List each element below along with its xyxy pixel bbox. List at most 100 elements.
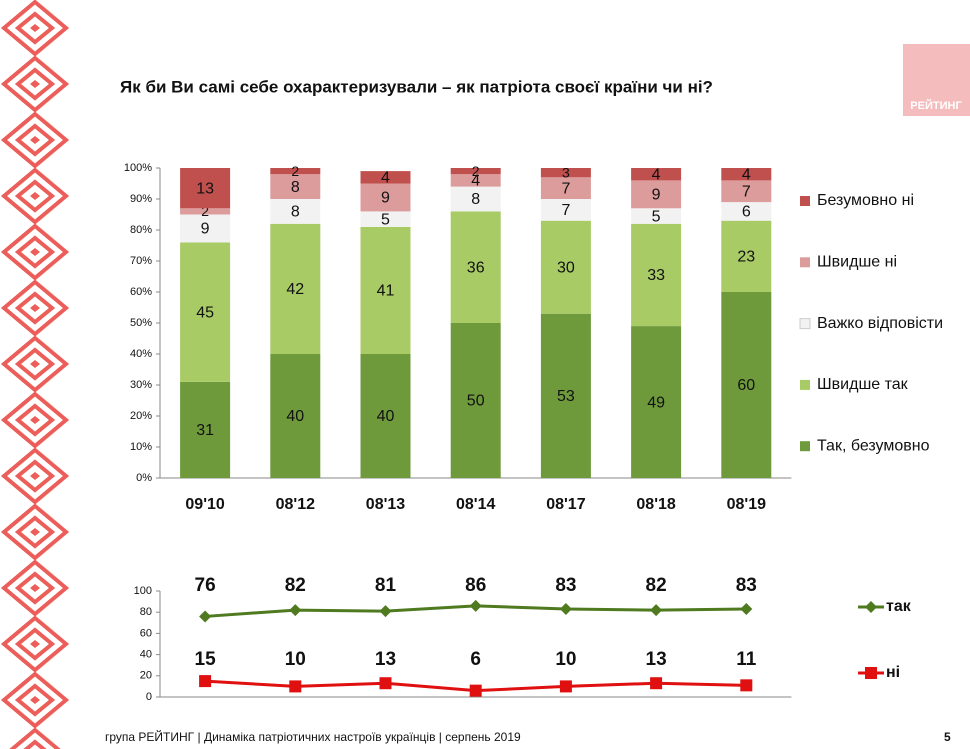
data-label: 2: [291, 163, 299, 179]
y-tick-label: 10%: [130, 441, 152, 453]
marker: [650, 677, 662, 689]
legend-swatch: [800, 257, 810, 267]
marker: [199, 610, 211, 622]
marker: [289, 680, 301, 692]
data-label: 13: [646, 649, 667, 670]
data-label: 4: [652, 166, 661, 183]
marker: [380, 605, 392, 617]
x-tick-label: 08'17: [546, 496, 586, 513]
data-label: 13: [375, 649, 396, 670]
marker: [470, 600, 482, 612]
x-tick-label: 08'13: [366, 496, 406, 513]
y-tick-label: 100: [134, 585, 152, 597]
data-label: 41: [377, 283, 395, 300]
y-tick-label: 60: [140, 627, 152, 639]
legend-label: Так, безумовно: [817, 437, 930, 454]
marker: [740, 603, 752, 615]
y-tick-label: 20%: [130, 410, 152, 422]
y-tick-label: 30%: [130, 379, 152, 391]
y-tick-label: 40: [140, 649, 152, 661]
data-label: 40: [286, 408, 304, 425]
footer: група РЕЙТИНГ | Динаміка патріотичних на…: [105, 729, 521, 744]
legend-label: Швидше ні: [817, 254, 897, 271]
data-label: 8: [291, 179, 300, 196]
data-label: 9: [381, 190, 390, 207]
marker: [560, 680, 572, 692]
y-tick-label: 80%: [130, 224, 152, 236]
data-label: 60: [737, 377, 755, 394]
marker: [650, 604, 662, 616]
legend-swatch: [800, 380, 810, 390]
data-label: 5: [381, 211, 390, 228]
data-label: 2: [472, 163, 480, 179]
y-tick-label: 0: [146, 691, 152, 703]
data-label: 31: [196, 422, 214, 439]
y-tick-label: 20: [140, 670, 152, 682]
data-label: 7: [561, 180, 570, 197]
marker: [865, 667, 877, 679]
y-tick-label: 80: [140, 606, 152, 618]
data-label: 8: [471, 191, 480, 208]
y-tick-label: 70%: [130, 255, 152, 267]
x-tick-label: 08'18: [636, 496, 676, 513]
y-tick-label: 60%: [130, 286, 152, 298]
data-label: 10: [285, 649, 306, 670]
legend-swatch: [800, 319, 810, 329]
data-label: 53: [557, 388, 575, 405]
data-label: 6: [742, 204, 751, 221]
legend-label: ні: [886, 664, 900, 681]
data-label: 6: [470, 649, 481, 670]
chart-title: Як би Ви самі себе охарактеризували – як…: [120, 77, 713, 96]
data-label: 36: [467, 259, 485, 276]
page: {"logo": "РЕЙТИНГ", "footer": "група РЕЙ…: [0, 0, 970, 749]
data-label: 30: [557, 259, 575, 276]
data-label: 4: [381, 170, 390, 187]
data-label: 15: [195, 649, 217, 670]
marker: [380, 677, 392, 689]
slide: РЕЙТИНГ Як би Ви самі себе охарактеризув…: [0, 0, 970, 749]
data-label: 7: [561, 202, 570, 219]
legend-label: Швидше так: [817, 376, 909, 393]
data-label: 5: [652, 208, 661, 225]
x-tick-label: 08'12: [276, 496, 316, 513]
legend-swatch: [800, 441, 810, 451]
data-label: 4: [742, 166, 751, 183]
legend-label: так: [886, 598, 912, 615]
data-label: 3: [562, 164, 570, 180]
y-tick-label: 100%: [124, 162, 152, 174]
x-tick-label: 08'14: [456, 496, 496, 513]
data-label: 76: [195, 575, 216, 596]
data-label: 9: [201, 221, 210, 238]
marker: [560, 603, 572, 615]
legend-label: Безумовно ні: [817, 192, 914, 209]
data-label: 83: [736, 575, 757, 596]
marker: [289, 604, 301, 616]
data-label: 13: [196, 180, 214, 197]
y-tick-label: 50%: [130, 317, 152, 329]
data-label: 8: [291, 204, 300, 221]
data-label: 49: [647, 394, 665, 411]
marker: [865, 601, 877, 613]
data-label: 40: [377, 408, 395, 425]
legend-swatch: [800, 196, 810, 206]
x-tick-label: 09'10: [185, 496, 225, 513]
data-label: 83: [555, 575, 576, 596]
data-label: 50: [467, 393, 485, 410]
data-label: 7: [742, 183, 751, 200]
data-label: 33: [647, 267, 665, 284]
data-label: 9: [652, 187, 661, 204]
data-label: 82: [646, 575, 667, 596]
data-label: 42: [286, 281, 304, 298]
data-label: 81: [375, 575, 397, 596]
y-tick-label: 0%: [136, 472, 152, 484]
y-tick-label: 40%: [130, 348, 152, 360]
marker: [470, 685, 482, 697]
x-tick-label: 08'19: [727, 496, 767, 513]
marker: [740, 679, 752, 691]
data-label: 23: [737, 249, 755, 266]
page-number: 5: [944, 730, 951, 744]
legend-label: Важко відповісти: [817, 315, 943, 332]
y-tick-label: 90%: [130, 193, 152, 205]
ornament: [0, 0, 70, 749]
data-label: 45: [196, 304, 214, 321]
